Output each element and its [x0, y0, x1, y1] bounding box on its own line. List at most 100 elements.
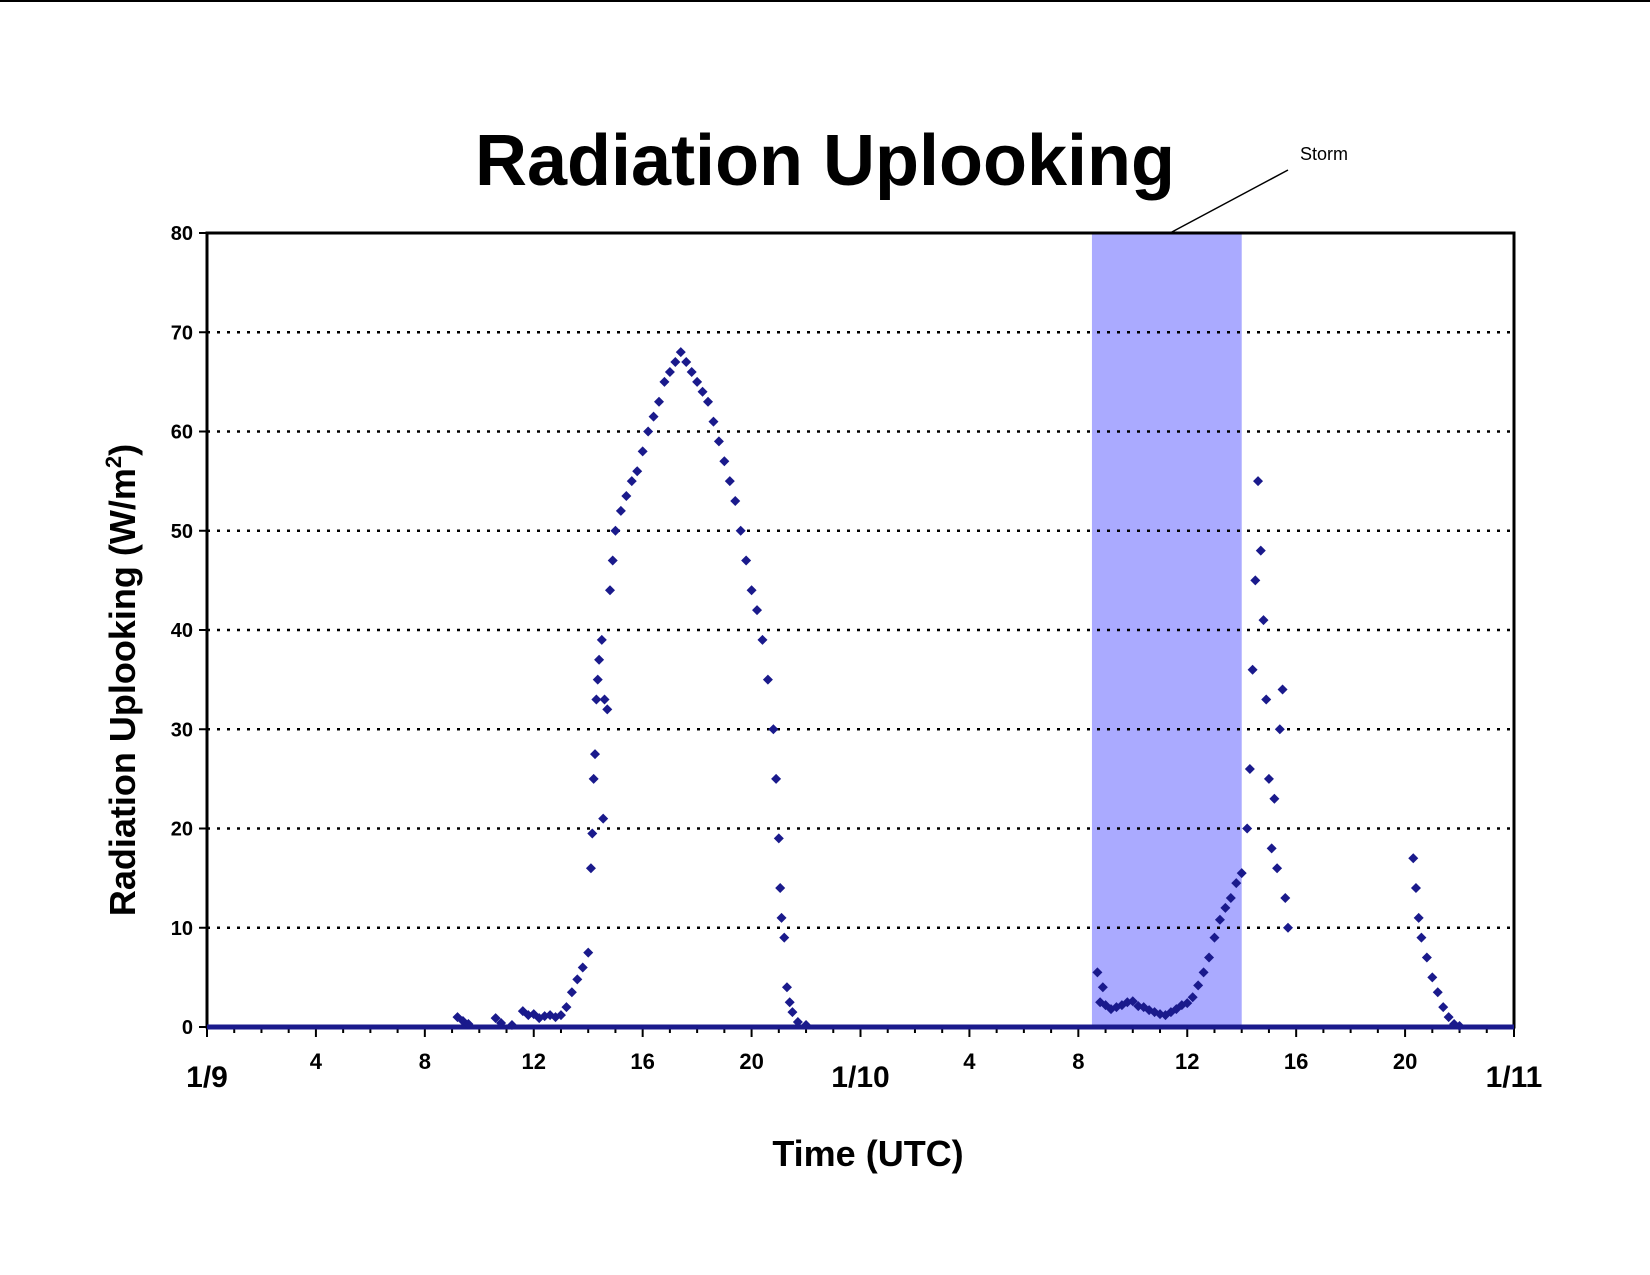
- data-point: [1443, 1012, 1454, 1023]
- data-point: [577, 962, 588, 973]
- y-axis-label-end: ): [102, 444, 143, 456]
- storm-annotation-label: Storm: [1300, 144, 1348, 164]
- data-point: [1413, 912, 1424, 923]
- data-point: [1410, 883, 1421, 894]
- y-tick-label: 70: [171, 322, 193, 344]
- data-point: [697, 386, 708, 397]
- y-axis-label-main: Radiation Uplooking (W/m: [102, 468, 143, 916]
- data-point: [746, 585, 757, 596]
- data-point: [607, 555, 618, 566]
- data-point: [1454, 1021, 1465, 1032]
- data-point: [637, 446, 648, 457]
- plot-layer: 0 10 20 30 40 50 60 70 80 4 8 12 16 20 4 8 12 16 20 1/9 1/10…: [171, 144, 1543, 1094]
- x-day-label: 1/9: [186, 1061, 228, 1094]
- data-point: [724, 476, 735, 487]
- storm-annotation-leader: [1169, 169, 1289, 234]
- data-point: [703, 396, 714, 407]
- data-point: [598, 813, 609, 824]
- data-point: [1261, 694, 1272, 705]
- data-point: [792, 1017, 803, 1028]
- y-tick-label: 30: [171, 719, 193, 741]
- x-tick-label: 8: [419, 1049, 431, 1074]
- data-point: [588, 773, 599, 784]
- data-point: [566, 987, 577, 998]
- data-point: [681, 357, 692, 368]
- data-point: [626, 476, 637, 487]
- data-point: [1127, 996, 1138, 1007]
- data-point: [594, 654, 605, 665]
- data-point: [615, 505, 626, 516]
- data-point: [1244, 763, 1255, 774]
- y-tick-label: 60: [171, 422, 193, 444]
- data-point: [762, 674, 773, 685]
- data-point: [654, 396, 665, 407]
- data-point: [675, 347, 686, 358]
- data-point: [1272, 863, 1283, 874]
- data-point: [583, 947, 594, 958]
- data-point: [572, 974, 583, 985]
- data-point: [1282, 922, 1293, 933]
- data-point: [1263, 773, 1274, 784]
- data-point: [591, 694, 602, 705]
- data-point: [1236, 868, 1247, 879]
- data-point: [1220, 902, 1231, 913]
- data-point: [590, 749, 601, 760]
- y-tick-label: 20: [171, 819, 193, 841]
- data-point: [585, 863, 596, 874]
- data-point: [490, 1013, 501, 1024]
- data-point: [776, 912, 787, 923]
- data-point: [730, 495, 741, 506]
- data-point: [775, 883, 786, 894]
- x-day-label: 1/11: [1486, 1061, 1543, 1094]
- data-point: [686, 366, 697, 377]
- data-point: [1182, 998, 1193, 1009]
- data-point: [596, 634, 607, 645]
- data-point: [1258, 615, 1269, 626]
- data-point: [1250, 575, 1261, 586]
- data-point: [1097, 982, 1108, 993]
- data-point: [1253, 476, 1264, 487]
- data-point: [713, 436, 724, 447]
- data-point: [768, 724, 779, 735]
- data-point: [1231, 878, 1242, 889]
- y-tick-label: 10: [171, 918, 193, 940]
- data-point: [1092, 967, 1103, 978]
- data-point: [752, 605, 763, 616]
- x-tick-label: 16: [630, 1049, 654, 1074]
- data-point: [692, 376, 703, 387]
- data-point: [757, 634, 768, 645]
- data-point: [1247, 664, 1258, 675]
- x-day-label: 1/10: [831, 1061, 889, 1094]
- data-point: [1427, 972, 1438, 983]
- data-point: [1274, 724, 1285, 735]
- data-point: [1269, 793, 1280, 804]
- data-point: [648, 411, 659, 422]
- y-tick-label: 80: [171, 223, 193, 245]
- data-point: [621, 491, 632, 502]
- x-tick-label: 4: [963, 1049, 976, 1074]
- data-point: [506, 1020, 517, 1031]
- data-point: [1204, 952, 1215, 963]
- data-point: [604, 585, 615, 596]
- x-axis-label: Time (UTC): [772, 1133, 963, 1174]
- x-tick-label: 16: [1284, 1049, 1308, 1074]
- data-point: [1225, 892, 1236, 903]
- data-point: [463, 1019, 474, 1030]
- data-point: [1193, 980, 1204, 991]
- data-point: [1280, 892, 1291, 903]
- data-point: [787, 1007, 798, 1018]
- x-tick-label: 12: [1175, 1049, 1199, 1074]
- x-tick-label: 20: [739, 1049, 763, 1074]
- y-tick-label: 50: [171, 521, 193, 543]
- data-point: [592, 674, 603, 685]
- data-point: [781, 982, 792, 993]
- data-point: [1198, 967, 1209, 978]
- data-point: [771, 773, 782, 784]
- data-point: [1209, 932, 1220, 943]
- data-point: [1408, 853, 1419, 864]
- storm-band: [1091, 233, 1242, 1027]
- data-point: [1214, 914, 1225, 925]
- data-point: [1266, 843, 1277, 854]
- data-point: [561, 1002, 572, 1013]
